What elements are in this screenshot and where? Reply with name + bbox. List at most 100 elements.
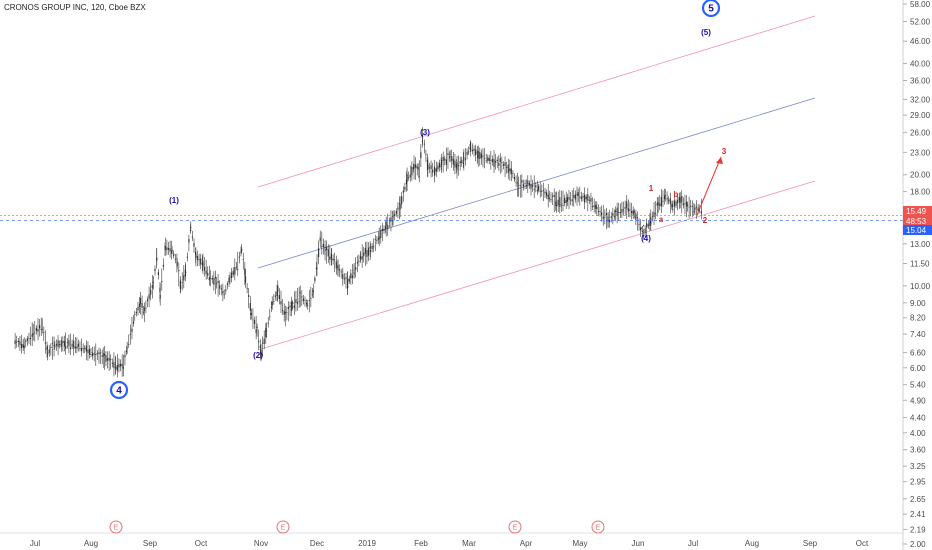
- candle-body: [679, 197, 681, 203]
- candle-body: [555, 201, 557, 206]
- x-tick-label: 2019: [358, 539, 376, 548]
- candle-body: [287, 306, 290, 309]
- candle-body: [444, 158, 446, 161]
- candle-body: [74, 346, 76, 349]
- candle-body: [373, 246, 375, 248]
- earnings-marker[interactable]: [276, 520, 290, 534]
- candle-body: [533, 188, 535, 190]
- candle-body: [248, 295, 250, 297]
- earnings-marker[interactable]: [109, 520, 123, 534]
- candle-body: [110, 358, 112, 361]
- candle-body: [338, 269, 341, 271]
- candle-body: [504, 162, 506, 166]
- candle-body: [452, 158, 454, 165]
- candle-body: [171, 250, 173, 251]
- wave-label: (1): [169, 196, 179, 205]
- candle-body: [517, 182, 519, 184]
- candle-body: [437, 165, 439, 170]
- candle-body: [366, 250, 368, 257]
- y-tick-label: 3.25: [910, 462, 926, 471]
- candle-body: [560, 204, 562, 206]
- candle-body: [176, 261, 178, 267]
- candle-body: [266, 330, 268, 332]
- candle-body: [693, 211, 695, 213]
- candle-body: [28, 338, 30, 339]
- y-tick-label: 2.65: [910, 495, 926, 504]
- candle-body: [480, 153, 482, 159]
- candle-body: [143, 307, 145, 312]
- channel-upper-line[interactable]: [257, 15, 816, 188]
- wave-tick: [640, 224, 645, 230]
- y-tick-label: 5.40: [910, 381, 926, 390]
- wave-label: b: [674, 190, 679, 199]
- candle-body: [361, 256, 363, 260]
- candle-body: [376, 240, 378, 241]
- candle-body: [289, 305, 291, 307]
- candle-body: [604, 216, 606, 218]
- candle-body: [641, 230, 643, 233]
- candle-body: [406, 174, 408, 182]
- candle-body: [146, 299, 149, 302]
- candle-body: [638, 224, 640, 226]
- candle-body: [345, 277, 347, 279]
- candle-body: [181, 282, 183, 284]
- candle-body: [588, 200, 590, 201]
- candle-body: [226, 283, 229, 285]
- earnings-marker[interactable]: [508, 520, 522, 534]
- y-tick-label: 6.60: [910, 349, 926, 358]
- regression-channel[interactable]: [257, 15, 816, 351]
- candle-body: [538, 186, 540, 191]
- candle-body: [202, 261, 204, 267]
- y-tick-label: 10.00: [910, 282, 931, 291]
- candle-body: [90, 354, 92, 355]
- candle-body: [565, 200, 567, 204]
- channel-middle-line[interactable]: [257, 97, 816, 269]
- candle-body: [425, 153, 427, 155]
- candle-body: [271, 301, 273, 306]
- candle-body: [231, 272, 233, 279]
- candle-body: [491, 159, 494, 163]
- candle-body: [31, 334, 33, 337]
- candle-body: [688, 206, 690, 208]
- candle-body: [440, 160, 443, 166]
- projection-arrow-line[interactable]: [696, 156, 722, 216]
- candle-body: [381, 228, 383, 231]
- circled-wave-marker: [109, 380, 129, 400]
- candle-body: [302, 298, 304, 302]
- candle-body: [607, 220, 609, 222]
- projection-arrow[interactable]: [696, 156, 723, 216]
- candle-body: [428, 167, 431, 169]
- candle-body: [79, 348, 81, 349]
- candle-body: [200, 258, 202, 265]
- candle-body: [253, 320, 256, 324]
- candle-body: [324, 249, 326, 252]
- candle-body: [466, 151, 468, 155]
- candle-body: [115, 366, 117, 370]
- candle-body: [420, 152, 422, 159]
- candle-body: [85, 345, 87, 352]
- candle-body: [415, 164, 417, 168]
- candle-body: [456, 162, 458, 171]
- candle-body: [585, 196, 587, 200]
- candle-body: [16, 341, 18, 343]
- candle-body: [612, 213, 614, 216]
- candle-body: [92, 352, 94, 357]
- earnings-marker[interactable]: [591, 520, 605, 534]
- candle-body: [394, 213, 396, 216]
- candle-body: [530, 184, 532, 189]
- wave-label: 3: [722, 147, 727, 156]
- channel-lower-line[interactable]: [257, 180, 816, 351]
- candle-body: [65, 345, 67, 349]
- y-tick-label: 23.00: [910, 148, 931, 157]
- candle-body: [244, 268, 246, 276]
- candle-body: [262, 342, 264, 344]
- candle-body: [662, 200, 664, 202]
- candle-body: [69, 347, 72, 349]
- candle-body: [609, 219, 611, 223]
- candle-body: [252, 319, 254, 321]
- y-tick-label: 52.00: [910, 18, 931, 27]
- wave-labels: (1) (2) (3) (4) (5) 1 a b 2 3 4 5: [109, 0, 727, 400]
